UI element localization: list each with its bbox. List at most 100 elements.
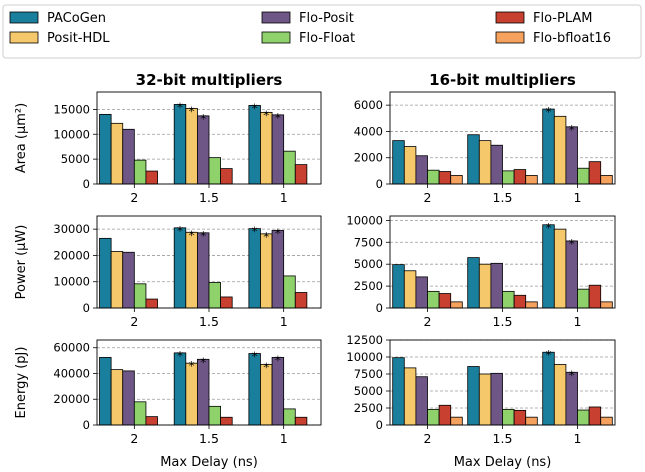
panel-r1-c1: 0 2500 5000 7500 10000 2 1.5 * * 1 [346,213,616,329]
bar-flo-plam-1 [588,406,602,426]
bar-pacogen-2 [392,357,405,426]
y-tick-label: 0 [376,177,383,191]
significance-star: * [546,221,552,235]
x-tick-label: 2 [424,431,432,446]
legend-label-flo-plam: Flo-PLAM [533,11,592,26]
bar-flo-posit-1-5 [196,232,210,309]
x-tick-label: 1 [574,314,582,329]
bar-flo-bfloat16-1 [600,301,613,309]
y-tick-label: 2500 [354,401,383,415]
x-axis-label-32bit: Max Delay (ns) [160,455,258,470]
bar-pacogen-1-5 [467,366,480,426]
legend-label-posit-hdl: Posit-HDL [47,31,110,46]
bar-flo-bfloat16-1 [600,416,613,426]
bar-pacogen-2 [99,113,112,185]
x-tick-label: 2 [424,190,432,205]
significance-star: * [263,230,269,244]
legend-label-flo-bfloat16: Flo-bfloat16 [533,31,611,46]
x-tick-label: 1.5 [493,190,513,205]
bar-flo-bfloat16-2 [450,175,463,185]
bar-posit-hdl-1-5 [478,140,492,185]
y-tick-label: 6000 [354,98,383,112]
y-tick-label: 20000 [53,248,90,262]
y-tick-label: 0 [376,301,383,315]
legend-swatch-flo-bfloat16 [495,31,525,44]
significance-star: * [177,349,183,363]
bar-flo-plam-2 [145,170,158,185]
bar-flo-float-2 [133,159,147,185]
bar-flo-float-1-5 [208,157,222,185]
y-tick-label: 10000 [53,275,90,289]
bar-posit-hdl-1 [553,115,567,185]
y-tick-label: 10000 [346,213,383,227]
significance-star: * [189,228,195,242]
bar-flo-plam-1-5 [513,409,527,426]
y-tick-label: 2000 [354,151,383,165]
bar-pacogen-1 [248,353,261,426]
significance-star: * [263,108,269,122]
bar-pacogen-1-5 [173,227,187,309]
bar-flo-float-1 [577,409,590,426]
bar-flo-float-1-5 [502,170,515,185]
bar-flo-posit-1 [271,230,285,309]
legend-swatch-flo-float [261,31,291,44]
bar-flo-bfloat16-2 [450,416,463,426]
bar-pacogen-1-5 [467,257,480,309]
y-tick-label: 10000 [346,350,383,364]
legend-swatch-posit-hdl [9,31,39,44]
x-tick-label: 1.5 [199,431,219,446]
legend-swatch-flo-posit [261,11,291,24]
bar-flo-float-2 [133,401,147,426]
bar-pacogen-1-5 [467,134,480,185]
significance-star: * [569,368,575,382]
x-tick-label: 1.5 [199,190,219,205]
bar-flo-plam-2 [438,293,452,309]
y-tick-label: 7500 [354,235,383,249]
bar-pacogen-1 [542,108,555,185]
bar-posit-hdl-1-5 [185,231,198,309]
significance-star: * [177,100,183,114]
bar-flo-posit-1-5 [490,262,503,309]
bar-flo-plam-2 [145,298,158,309]
bar-flo-posit-2 [122,370,135,426]
bar-flo-float-1 [283,275,296,309]
x-tick-label: 1 [574,431,582,446]
bar-flo-plam-1 [588,161,602,185]
y-tick-label: 20000 [53,392,90,406]
bar-flo-float-1 [577,288,590,309]
y-tick-label: 2500 [354,279,383,293]
bar-pacogen-1 [248,105,261,185]
y-tick-label: 12500 [346,333,383,347]
bar-flo-plam-1-5 [220,416,233,426]
significance-star: * [546,348,552,362]
significance-star: * [200,229,206,243]
bar-posit-hdl-2 [403,367,417,426]
significance-star: * [189,104,195,118]
bar-flo-float-2 [133,283,147,309]
legend-label-pacogen: PACoGen [47,11,106,26]
legend-label-flo-posit: Flo-Posit [299,11,354,26]
bar-flo-plam-1-5 [513,169,527,185]
bar-flo-float-2 [427,290,440,309]
y-tick-label: 0 [83,301,90,315]
bar-flo-bfloat16-1 [600,175,613,185]
significance-star: * [275,111,281,125]
panel-frame [389,215,616,309]
bar-posit-hdl-1 [553,364,567,426]
panel-r2-c1: 0 2500 5000 7500 10000 12500 2 1.5 * * 1 [346,333,616,446]
bar-flo-float-2 [427,408,440,426]
significance-star: * [546,105,552,119]
significance-star: * [252,350,258,364]
x-tick-label: 1 [574,190,582,205]
bar-flo-plam-1 [588,284,602,309]
bar-pacogen-1 [542,224,555,309]
bar-posit-hdl-1-5 [478,263,492,309]
significance-star: * [275,226,281,240]
y-tick-label: 60000 [53,341,90,355]
panel-frame [96,339,322,426]
bar-flo-plam-1-5 [220,168,233,185]
bar-flo-posit-1-5 [490,144,503,185]
significance-star: * [200,112,206,126]
x-tick-label: 2 [130,190,138,205]
bar-posit-hdl-2 [110,251,124,309]
